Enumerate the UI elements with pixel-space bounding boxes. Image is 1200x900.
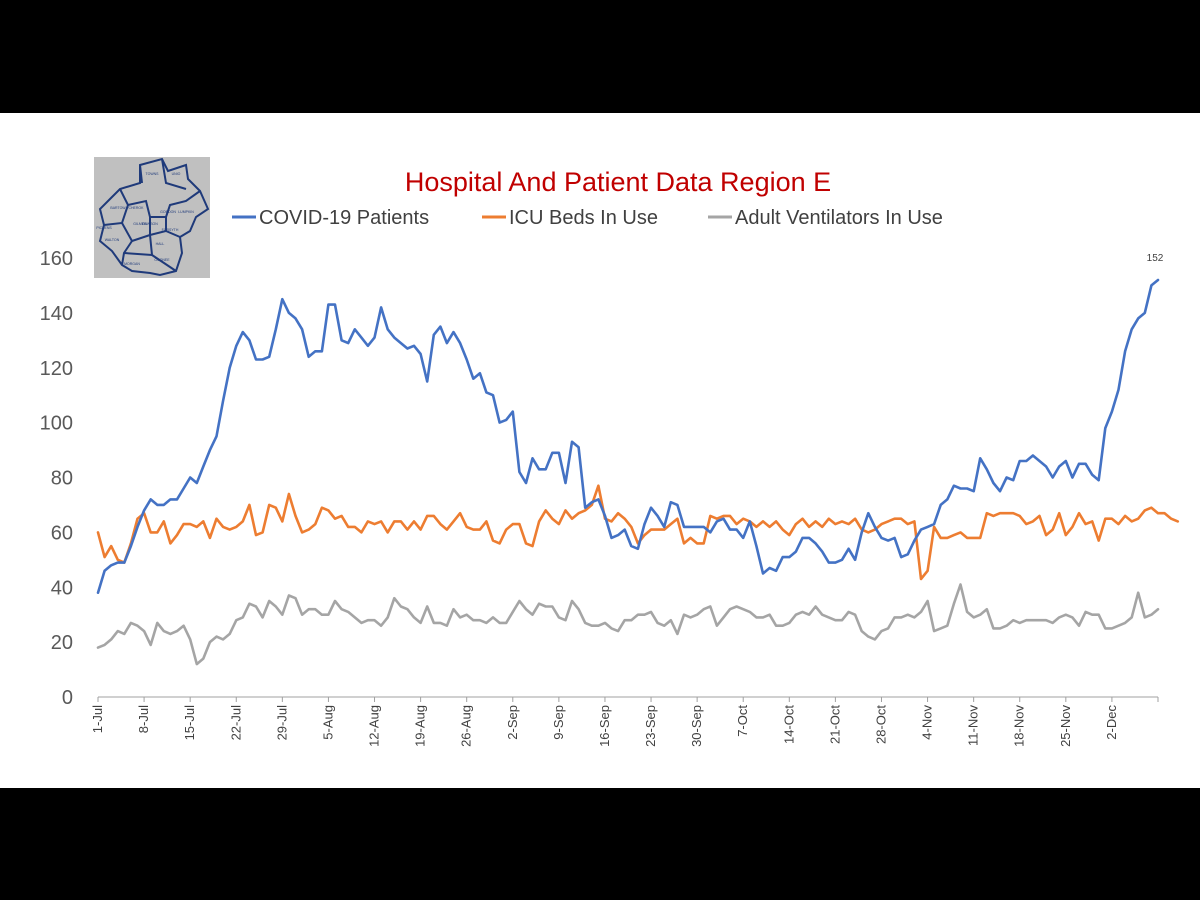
y-tick-label: 80 — [51, 468, 73, 490]
y-tick-label: 40 — [51, 577, 73, 599]
map-region-label: WALTON — [105, 238, 120, 242]
map-region-label: FORSYTH — [162, 228, 179, 232]
y-tick-label: 100 — [40, 413, 73, 435]
legend-item: ICU Beds In Use — [482, 207, 658, 229]
series-lines — [96, 278, 1180, 666]
map-region-label: HALL — [156, 242, 165, 246]
legend-item: Adult Ventilators In Use — [708, 207, 943, 229]
series-line-adult-ventilators-in-use — [96, 583, 1160, 666]
legend-label: COVID-19 Patients — [259, 207, 429, 229]
y-tick-label: 160 — [40, 248, 73, 270]
map-region-label: TOWNS — [146, 172, 160, 176]
map-region-label: MORGAN — [124, 262, 140, 266]
x-tick-label: 4-Nov — [920, 705, 935, 740]
y-tick-label: 20 — [51, 632, 73, 654]
x-tick-label: 14-Oct — [781, 705, 796, 744]
x-tick-label: 12-Aug — [367, 705, 382, 747]
x-axis: 1-Jul 8-Jul 15-Jul 22-Jul 29-Jul 5-Aug 12-Aug 1… — [90, 696, 1159, 747]
x-tick-label: 5-Aug — [320, 705, 335, 740]
map-region-label: DAWSON — [142, 222, 158, 226]
y-tick-label: 60 — [51, 522, 73, 544]
map-region-label: CHEROK — [129, 206, 145, 210]
map-region-label: GORDON — [160, 210, 176, 214]
series-line-covid-19-patients — [96, 278, 1160, 595]
x-tick-label: 1-Jul — [90, 705, 105, 733]
x-tick-label: 2-Dec — [1104, 705, 1119, 740]
chart-title: Hospital And Patient Data Region E — [405, 167, 831, 197]
data-label-last-value: 152 — [1147, 253, 1164, 264]
x-tick-label: 11-Nov — [966, 705, 981, 746]
x-tick-label: 25-Nov — [1058, 705, 1073, 747]
x-tick-label: 16-Sep — [597, 705, 612, 747]
x-tick-label: 2-Sep — [505, 705, 520, 740]
x-tick-label: 15-Jul — [182, 705, 197, 741]
x-tick-label: 30-Sep — [689, 705, 704, 747]
map-region-label: PICKENS — [96, 226, 112, 230]
x-tick-label: 8-Jul — [136, 705, 151, 733]
legend: COVID-19 Patients ICU Beds In Use Adult Ve… — [232, 207, 943, 229]
legend-item: COVID-19 Patients — [232, 207, 429, 229]
x-tick-label: 19-Aug — [413, 705, 428, 747]
x-tick-label: 7-Oct — [735, 705, 750, 737]
y-axis: 0 20 40 60 80 100 120 140 160 — [40, 248, 73, 709]
x-tick-label: 29-Jul — [274, 705, 289, 741]
series-line-icu-beds-in-use — [96, 484, 1180, 581]
map-region-label: LUMPKIN — [178, 210, 194, 214]
x-tick-label: 28-Oct — [873, 705, 888, 744]
region-map-thumbnail: TOWNS UNIO BARTOW CHEROK GORDON PICKENS GILMER… — [94, 157, 210, 278]
x-tick-label: 18-Nov — [1012, 705, 1027, 747]
map-region-label: OCONEE — [154, 258, 170, 262]
map-region-label: UNIO — [172, 172, 181, 176]
map-region-label: BARTOW — [110, 206, 126, 210]
y-tick-label: 140 — [40, 303, 73, 325]
legend-label: ICU Beds In Use — [509, 207, 658, 229]
x-tick-label: 23-Sep — [643, 705, 658, 747]
x-tick-label: 21-Oct — [827, 705, 842, 744]
legend-label: Adult Ventilators In Use — [735, 207, 943, 229]
x-tick-label: 22-Jul — [228, 705, 243, 741]
y-tick-label: 120 — [40, 358, 73, 380]
y-tick-label: 0 — [62, 687, 73, 709]
chart-slide: TOWNS UNIO BARTOW CHEROK GORDON PICKENS GILMER… — [0, 113, 1200, 788]
chart: TOWNS UNIO BARTOW CHEROK GORDON PICKENS GILMER… — [40, 157, 1180, 747]
map-region-label: GILMER — [133, 222, 147, 226]
x-tick-label: 9-Sep — [551, 705, 566, 740]
x-tick-label: 26-Aug — [459, 705, 474, 747]
